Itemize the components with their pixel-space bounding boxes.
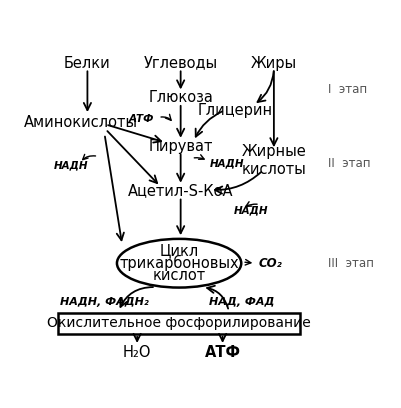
Text: CO₂: CO₂: [258, 257, 282, 270]
Text: Цикл: Цикл: [160, 244, 199, 259]
Text: Глюкоза: Глюкоза: [148, 90, 213, 105]
Text: Белки: Белки: [64, 55, 111, 71]
Text: I  этап: I этап: [328, 83, 367, 96]
Text: НАД, ФАД: НАД, ФАД: [209, 297, 274, 306]
Text: Окислительное фосфорилирование: Окислительное фосфорилирование: [47, 316, 311, 330]
Text: Углеводы: Углеводы: [144, 55, 218, 71]
Text: НАДН: НАДН: [54, 160, 89, 170]
Text: трикарбоновых: трикарбоновых: [119, 255, 239, 271]
Text: НАДН, ФАДН₂: НАДН, ФАДН₂: [60, 297, 149, 306]
Text: НАДН: НАДН: [210, 158, 245, 169]
Text: АТФ: АТФ: [205, 345, 241, 360]
Text: H₂O: H₂O: [123, 345, 152, 360]
Text: Жирные
кислоты: Жирные кислоты: [241, 144, 306, 177]
Text: Жиры: Жиры: [251, 55, 297, 71]
Text: Аминокислоты: Аминокислоты: [24, 115, 138, 130]
Text: II  этап: II этап: [328, 157, 371, 170]
Text: III  этап: III этап: [328, 257, 374, 270]
Text: Ацетил-S-КоА: Ацетил-S-КоА: [128, 184, 233, 198]
Text: НАДН: НАДН: [233, 205, 268, 215]
Text: Глицерин: Глицерин: [197, 103, 273, 118]
Text: АТФ: АТФ: [129, 114, 154, 124]
Text: кислот: кислот: [152, 268, 206, 283]
Text: Пируват: Пируват: [148, 139, 213, 154]
